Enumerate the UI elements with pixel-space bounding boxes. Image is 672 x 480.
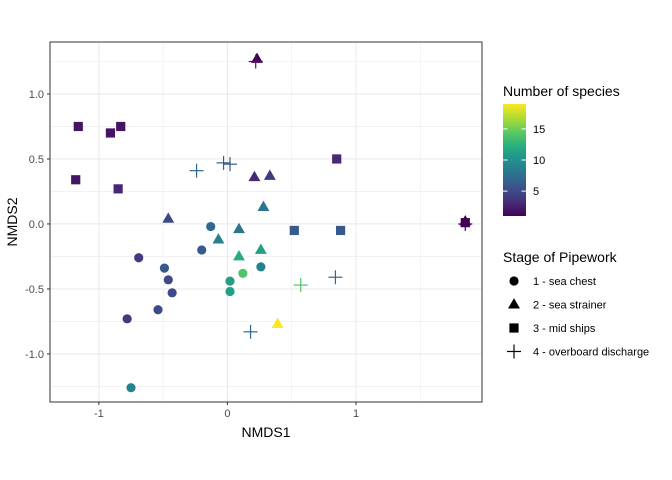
- data-point-plus: [458, 216, 473, 231]
- data-point-plus: [216, 155, 231, 170]
- shape-legend: Stage of Pipework 1 - sea chest 2 - sea s…: [503, 249, 649, 359]
- data-point-square: [73, 121, 83, 132]
- y-tick-label: 1.0: [29, 89, 44, 101]
- data-point-plus: [223, 157, 237, 172]
- data-point-circle: [167, 288, 177, 298]
- data-point-triangle: [254, 243, 267, 254]
- x-tick-label: 1: [353, 408, 359, 420]
- data-point-circle: [197, 245, 207, 255]
- plot-border: [49, 41, 483, 403]
- data-point-square: [335, 225, 346, 236]
- data-point-triangle: [257, 200, 270, 212]
- data-point-circle: [126, 383, 136, 393]
- shape-legend-entries: 1 - sea chest 2 - sea strainer 3 - mid shi…: [507, 276, 649, 359]
- color-legend-ticks: 5 10 15: [503, 124, 545, 198]
- data-point-circle: [238, 268, 248, 278]
- legend-entry-label: 1 - sea chest: [533, 276, 596, 288]
- legend-entry-label: 3 - mid ships: [533, 323, 596, 335]
- data-point-square: [71, 175, 81, 185]
- data-point-plus: [293, 278, 308, 293]
- legend-key-triangle: [508, 298, 520, 309]
- data-point-circle: [122, 314, 132, 324]
- data-point-triangle: [271, 317, 284, 328]
- color-legend: Number of species 5 10 15: [503, 83, 620, 216]
- x-axis-ticks: -1 0 1: [94, 402, 359, 420]
- y-tick-label: -0.5: [25, 284, 44, 296]
- y-tick-label: -1.0: [25, 349, 44, 361]
- shape-legend-title: Stage of Pipework: [503, 249, 618, 265]
- data-point-triangle: [251, 52, 263, 63]
- data-point-circle: [225, 286, 235, 297]
- y-axis-title: NMDS2: [4, 197, 20, 246]
- legend-entry-label: 4 - overboard discharge: [533, 347, 649, 359]
- data-point-square: [289, 225, 299, 236]
- data-point-square: [332, 154, 342, 164]
- data-point-square: [105, 128, 116, 138]
- data-point-triangle: [263, 169, 276, 180]
- data-point-triangle: [248, 170, 261, 182]
- data-point-square: [116, 121, 126, 132]
- legend-key-circle: [509, 276, 519, 286]
- data-point-triangle: [212, 233, 225, 244]
- color-legend-title: Number of species: [503, 83, 620, 99]
- plot-panel: [50, 42, 482, 402]
- data-point-circle: [206, 221, 216, 232]
- colorbar-tick-label: 10: [533, 155, 545, 167]
- data-point-circle: [134, 253, 144, 263]
- colorbar-tick-label: 5: [533, 186, 539, 198]
- x-axis-title: NMDS1: [241, 424, 290, 440]
- y-axis-ticks: -1.0 -0.5 0.0 0.5 1.0: [25, 89, 50, 361]
- data-point-plus: [248, 54, 263, 69]
- color-legend-bar: [503, 104, 526, 216]
- data-point-square: [113, 184, 123, 194]
- data-point-triangle: [233, 250, 245, 261]
- data-points: [71, 52, 473, 393]
- legend-key-plus: [507, 344, 521, 359]
- x-tick-label: 0: [224, 408, 230, 420]
- data-point-circle: [159, 263, 170, 273]
- legend-entry-label: 2 - sea strainer: [533, 300, 607, 312]
- data-point-plus: [189, 163, 204, 178]
- data-point-triangle: [162, 212, 175, 223]
- legend-key-square: [509, 323, 519, 333]
- y-tick-label: 0.5: [29, 154, 44, 166]
- x-tick-label: -1: [94, 408, 104, 420]
- data-point-circle: [225, 276, 235, 286]
- colorbar-tick-label: 15: [533, 124, 545, 136]
- y-tick-label: 0.0: [29, 219, 44, 231]
- major-gridlines: [50, 42, 482, 402]
- data-point-circle: [256, 262, 266, 272]
- data-point-plus: [328, 270, 343, 285]
- data-point-circle: [153, 305, 163, 315]
- data-point-plus: [243, 324, 258, 339]
- data-point-circle: [163, 275, 173, 285]
- data-point-triangle: [233, 222, 245, 234]
